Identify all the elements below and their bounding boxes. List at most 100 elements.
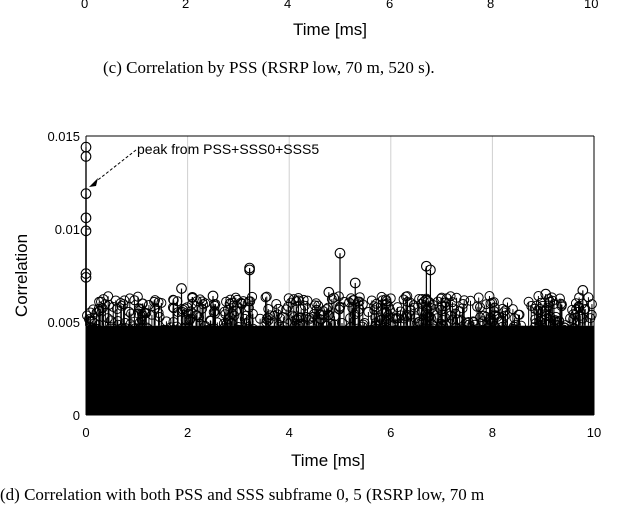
noise-marker <box>230 306 241 317</box>
noise-marker <box>408 300 419 311</box>
noise-marker <box>462 317 473 328</box>
x-axis-label: Time [ms] <box>291 451 365 470</box>
noise-marker <box>255 313 266 324</box>
noise-marker <box>447 314 458 325</box>
noise-marker <box>283 301 294 312</box>
noise-marker <box>326 294 337 305</box>
noise-marker <box>349 295 360 306</box>
noise-marker <box>273 303 284 314</box>
noise-marker <box>288 294 299 305</box>
noise-marker <box>395 310 406 321</box>
noise-marker <box>150 303 161 314</box>
noise-marker <box>482 323 493 334</box>
annotation-text: peak from PSS+SSS0+SSS5 <box>137 141 319 157</box>
top-x-axis-label: Time [ms] <box>293 20 367 39</box>
noise-marker <box>473 292 484 303</box>
noise-marker <box>500 305 511 316</box>
noise-marker <box>263 304 274 315</box>
noise-marker <box>195 294 206 305</box>
noise-marker <box>187 292 198 303</box>
noise-marker <box>133 308 144 319</box>
noise-marker <box>279 322 290 333</box>
top-x-tick-0: 0 <box>81 0 89 11</box>
noise-marker <box>232 294 243 305</box>
noise-marker <box>197 296 208 307</box>
top-x-tick-2: 2 <box>182 0 190 11</box>
noise-marker <box>333 291 344 302</box>
noise-marker <box>174 325 185 336</box>
x-tick-label: 8 <box>489 425 496 440</box>
noise-marker <box>474 302 485 313</box>
noise-marker <box>452 328 463 339</box>
noise-marker <box>241 318 252 329</box>
noise-marker <box>185 306 196 317</box>
noise-marker <box>336 318 347 329</box>
x-tick-label: 2 <box>184 425 191 440</box>
y-tick-label: 0.015 <box>47 129 80 144</box>
noise-marker <box>260 292 271 303</box>
x-tick-label: 0 <box>82 425 89 440</box>
noise-marker <box>262 312 273 323</box>
noise-marker <box>169 326 180 337</box>
noise-marker <box>554 315 565 326</box>
data-point <box>540 288 552 300</box>
noise-marker <box>306 326 317 337</box>
noise-marker <box>124 293 135 304</box>
noise-marker <box>220 325 231 336</box>
noise-marker <box>321 304 332 315</box>
noise-marker <box>458 299 469 310</box>
noise-marker <box>132 291 143 302</box>
noise-marker <box>88 326 99 337</box>
noise-marker <box>296 304 307 315</box>
noise-marker <box>586 299 597 310</box>
noise-marker <box>502 297 513 308</box>
noise-marker <box>294 318 305 329</box>
noise-marker <box>126 308 137 319</box>
noise-marker <box>281 304 292 315</box>
noise-marker <box>450 323 461 334</box>
noise-marker <box>488 297 499 308</box>
top-x-tick-4: 4 <box>284 0 292 11</box>
noise-marker <box>567 304 578 315</box>
noise-marker <box>202 325 213 336</box>
noise-marker <box>363 307 374 318</box>
noise-marker <box>516 320 527 331</box>
noise-marker <box>289 321 300 332</box>
noise-marker <box>557 324 568 335</box>
noise-marker <box>380 294 391 305</box>
noise-marker <box>276 324 287 335</box>
noise-marker <box>261 291 272 302</box>
x-tick-label: 4 <box>286 425 293 440</box>
noise-marker <box>359 317 370 328</box>
noise-marker <box>82 310 93 321</box>
data-point <box>349 277 361 289</box>
noise-marker <box>194 327 205 338</box>
noise-marker <box>585 313 596 324</box>
noise-marker <box>370 317 381 328</box>
noise-marker <box>345 313 356 324</box>
noise-marker <box>459 295 470 306</box>
noise-marker <box>247 308 258 319</box>
noise-marker <box>546 292 557 303</box>
data-point <box>207 290 219 302</box>
annotation-arrow-line <box>93 149 137 184</box>
noise-marker <box>143 299 154 310</box>
noise-marker <box>448 303 459 314</box>
noise-marker <box>440 301 451 312</box>
noise-marker <box>331 326 342 337</box>
data-point <box>425 264 436 276</box>
noise-marker <box>405 297 416 308</box>
noise-marker <box>149 296 160 307</box>
noise-marker <box>402 311 413 322</box>
noise-marker <box>560 322 571 333</box>
noise-marker <box>218 318 229 329</box>
noise-marker <box>136 314 147 325</box>
noise-marker <box>137 298 148 309</box>
noise-marker <box>184 314 195 325</box>
noise-marker <box>98 294 109 305</box>
noise-marker <box>299 300 310 311</box>
data-point <box>334 247 346 259</box>
noise-marker <box>146 309 157 320</box>
top-x-tick-10: 10 <box>584 0 599 11</box>
